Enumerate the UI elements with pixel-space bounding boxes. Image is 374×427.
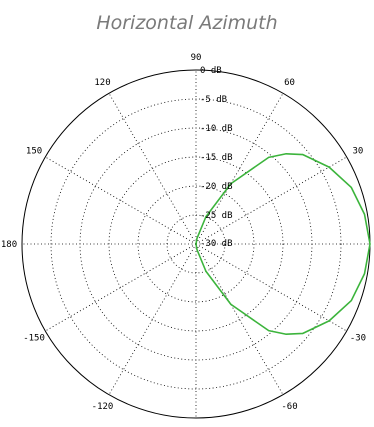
data-point	[328, 166, 330, 168]
data-point	[268, 156, 270, 158]
data-point	[196, 249, 198, 251]
data-point	[363, 213, 366, 215]
data-point	[285, 333, 287, 335]
db-tick-label: -10 dB	[200, 124, 233, 134]
angle-tick-label: 60	[284, 78, 295, 88]
db-tick-label: -5 dB	[200, 95, 227, 105]
labels: 0306090120150180-150-120-90-60-300 dB-5 …	[1, 53, 366, 412]
data-point	[196, 237, 198, 239]
angle-tick-label: 120	[94, 78, 110, 88]
data-point	[369, 243, 371, 245]
data-point	[230, 183, 232, 185]
grid-spoke	[45, 156, 197, 245]
grid-spoke	[195, 243, 347, 332]
grid-spoke	[195, 243, 284, 395]
chart-title: Horizontal Azimuth	[96, 12, 278, 34]
data-point	[302, 153, 304, 156]
angle-tick-label: -60	[281, 402, 297, 412]
db-tick-label: -25 dB	[200, 211, 233, 221]
grid-ring	[108, 156, 284, 332]
angle-tick-label: -150	[23, 334, 45, 344]
data-point	[302, 332, 304, 335]
db-tick-label: -20 dB	[200, 182, 233, 192]
data-point	[350, 186, 352, 189]
data-point	[285, 153, 287, 155]
data-point	[205, 270, 207, 272]
angle-tick-label: -120	[92, 402, 114, 412]
angle-tick-label: 90	[191, 53, 202, 63]
data-point	[268, 330, 270, 332]
series-layer	[195, 152, 371, 336]
grid-ring	[50, 98, 342, 390]
grid-spoke	[108, 243, 197, 395]
grid-spoke	[195, 156, 347, 245]
angle-tick-label: 180	[1, 240, 17, 250]
db-tick-label: -15 dB	[200, 153, 233, 163]
data-point	[230, 303, 232, 305]
data-point	[350, 299, 352, 302]
angle-tick-label: -30	[350, 334, 366, 344]
grid-ring	[137, 185, 255, 303]
angle-tick-label: 150	[26, 147, 42, 157]
db-tick-label: 0 dB	[200, 66, 222, 76]
grid-spoke	[108, 93, 197, 245]
data-point	[205, 216, 207, 218]
db-tick-label: -30 dB	[200, 239, 233, 249]
data-point	[328, 320, 330, 322]
grid-spoke	[195, 93, 284, 245]
data-point	[363, 273, 366, 275]
data-point	[195, 243, 197, 245]
angle-tick-label: 30	[353, 147, 364, 157]
grid-spoke	[45, 243, 197, 332]
